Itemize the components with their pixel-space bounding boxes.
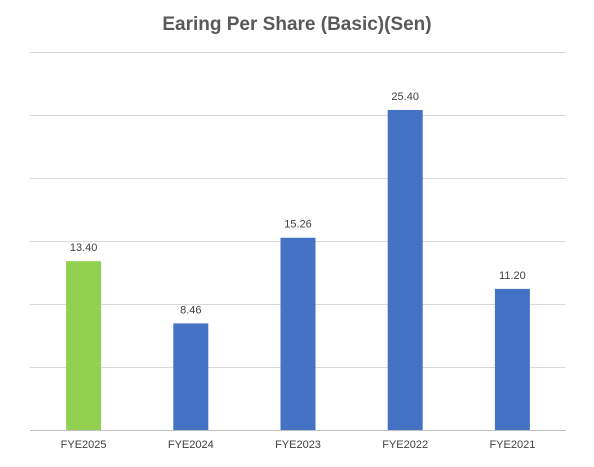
x-tick-label-fye2024: FYE2024 [168,439,214,451]
x-tick-label-fye2025: FYE2025 [61,439,107,451]
x-tick-label-fye2021: FYE2021 [489,439,535,451]
x-tick-label-fye2022: FYE2022 [382,439,428,451]
x-tick-label-fye2023: FYE2023 [275,439,321,451]
chart-title: Earing Per Share (Basic)(Sen) [162,14,432,35]
bar-fye2025[interactable] [66,261,102,430]
bar-fye2023[interactable] [280,237,316,430]
data-label-fye2021: 11.20 [499,270,526,282]
bar-fye2024[interactable] [173,323,209,430]
data-label-fye2024: 8.46 [180,304,201,316]
data-label-fye2023: 15.26 [284,219,312,231]
bar-fye2021[interactable] [494,288,530,430]
bar-fye2022[interactable] [387,109,423,431]
data-label-fye2022: 25.40 [391,91,419,103]
data-label-fye2025: 13.40 [70,242,98,254]
